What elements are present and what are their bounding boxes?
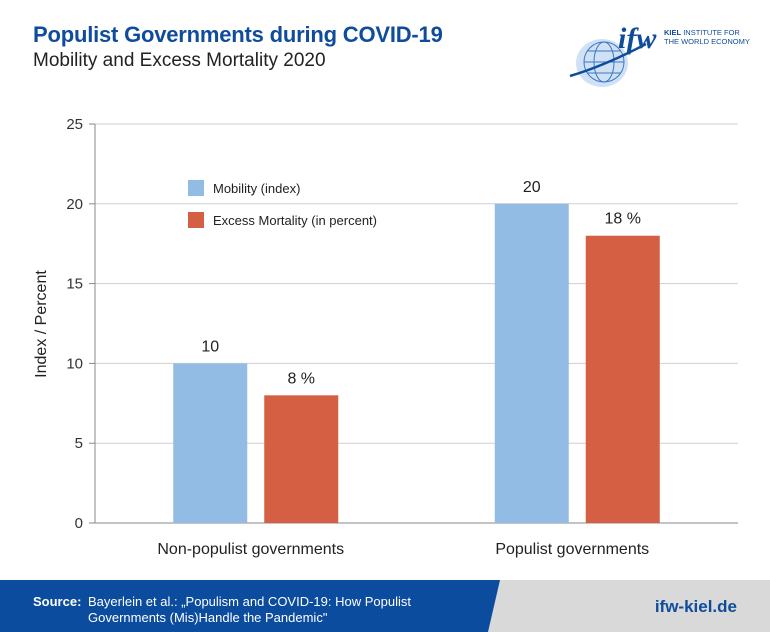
bar-excess-mortality (264, 395, 339, 523)
bar-mobility (173, 363, 248, 523)
y-tick-label: 0 (75, 515, 83, 532)
logo-line-2: THE WORLD ECONOMY (664, 37, 750, 46)
ifw-logo: ifw KIEL INSTITUTE FOR THE WORLD ECONOMY (569, 22, 750, 87)
logo-line-1-rest: INSTITUTE FOR (683, 28, 740, 37)
y-tick-label: 5 (75, 435, 83, 452)
y-tick-label: 25 (66, 116, 83, 133)
chart-title: Populist Governments during COVID-19 (33, 22, 443, 47)
website-link[interactable]: ifw-kiel.de (654, 597, 737, 616)
legend: Mobility (index) Excess Mortality (in per… (188, 180, 377, 228)
bar-chart: 0 5 10 15 20 25 Index / Percent 10 8 % 20 18 % N… (33, 116, 738, 558)
bar-excess-mortality (585, 235, 660, 523)
data-labels: 10 8 % 20 18 % (201, 179, 641, 388)
y-tick-label: 15 (66, 276, 83, 293)
data-label: 20 (523, 179, 541, 196)
legend-swatch (188, 180, 204, 196)
x-tick-label: Non-populist governments (157, 541, 344, 558)
y-axis-ticks: 0 5 10 15 20 25 (66, 116, 83, 532)
chart-subtitle: Mobility and Excess Mortality 2020 (33, 50, 326, 71)
logo-mark: ifw (618, 22, 657, 55)
data-label: 10 (201, 338, 219, 355)
y-tick-label: 10 (66, 355, 83, 372)
bars (173, 203, 660, 524)
data-label: 8 % (287, 370, 315, 387)
x-tick-label: Populist governments (495, 541, 649, 558)
globe-icon (569, 39, 647, 87)
legend-label: Mobility (index) (213, 181, 300, 196)
data-label: 18 % (605, 211, 641, 228)
source-text: Bayerlein et al.: „Populism and COVID-19… (88, 594, 411, 625)
logo-line-1-bold: KIEL (664, 28, 682, 37)
footer: Source: Bayerlein et al.: „Populism and … (0, 580, 770, 632)
bar-mobility (494, 203, 569, 524)
footer-source-panel: Source: Bayerlein et al.: „Populism and … (0, 580, 500, 632)
footer-website-panel: ifw-kiel.de (488, 580, 770, 632)
x-axis-ticks: Non-populist governments Populist governm… (157, 541, 649, 558)
y-axis-label: Index / Percent (33, 270, 50, 378)
source-label: Source: (33, 594, 82, 609)
logo-line-1: KIEL INSTITUTE FOR (664, 28, 740, 37)
y-tick-label: 20 (66, 196, 83, 213)
legend-swatch (188, 212, 204, 228)
legend-label: Excess Mortality (in percent) (213, 213, 377, 228)
